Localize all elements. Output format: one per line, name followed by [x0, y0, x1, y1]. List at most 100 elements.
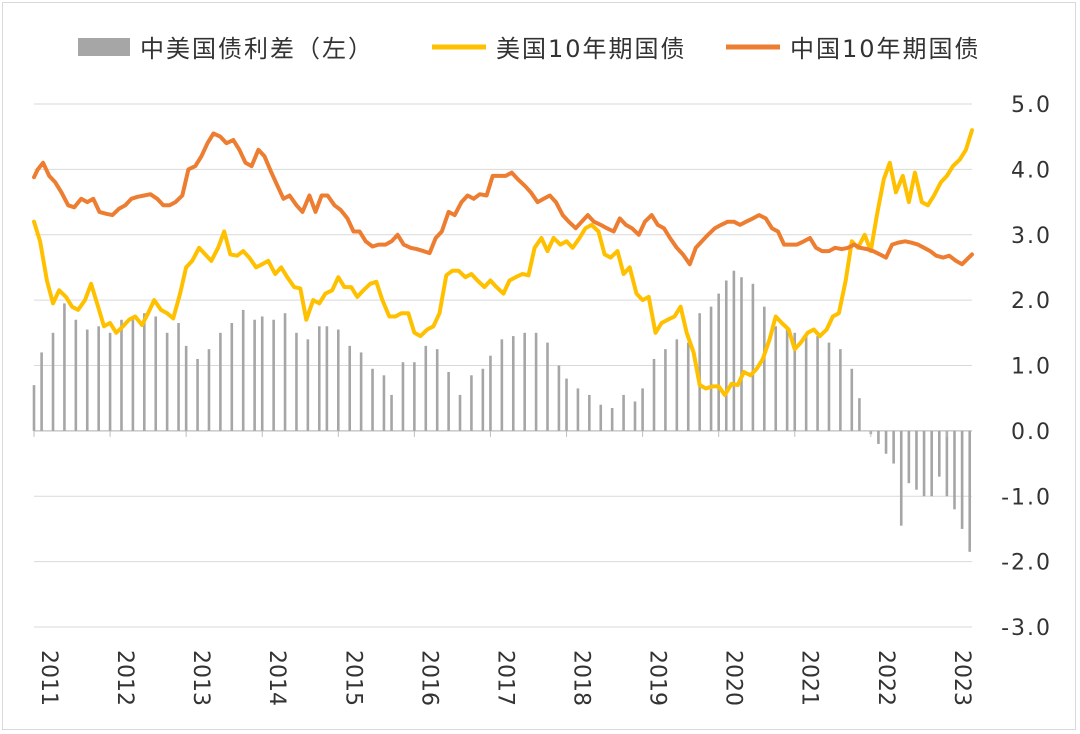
- us-10y-line: [32, 128, 974, 397]
- spread-bar: [85, 329, 89, 431]
- spread-bar: [641, 388, 644, 431]
- x-tick-label: 2016: [416, 650, 441, 706]
- x-axis-ticks: 2011 2012 2013 2014 2015 2016 2017 2018 2019 2020…: [33, 430, 974, 706]
- spread-bar: [131, 316, 135, 431]
- y-tick-label: -1.0: [1001, 485, 1052, 510]
- spread-bar: [664, 349, 667, 431]
- spread-bar: [272, 319, 275, 431]
- spread-bar: [523, 332, 526, 431]
- spread-bar: [458, 394, 462, 431]
- spread-bar: [907, 430, 911, 484]
- spread-bar: [120, 319, 123, 431]
- spread-bar: [922, 430, 926, 497]
- spread-bar: [390, 394, 393, 431]
- y-tick-label: 0.0: [1011, 420, 1052, 445]
- spread-bar: [317, 326, 321, 431]
- spread-bar: [283, 313, 287, 431]
- cn-10y-line: [32, 131, 974, 267]
- legend: 中美国债利差（左） 美国10年期国债 中国10年期国债: [78, 35, 981, 63]
- legend-label-us: 美国10年期国债: [496, 35, 687, 63]
- x-tick-label: 2014: [264, 650, 289, 706]
- spread-bar: [295, 332, 298, 431]
- spread-bar: [336, 329, 340, 431]
- x-tick-label: 2013: [188, 650, 213, 706]
- y-tick-label: 3.0: [1011, 224, 1052, 249]
- spread-bar: [500, 339, 504, 431]
- spread-bar: [652, 358, 656, 431]
- x-tick-label: 2015: [340, 650, 365, 706]
- spread-bar: [557, 365, 561, 431]
- spread-bar: [899, 430, 903, 526]
- spread-bar: [382, 375, 386, 431]
- spread-bar: [253, 319, 256, 431]
- y-tick-label: 4.0: [1011, 158, 1052, 183]
- x-tick-label: 2022: [873, 650, 898, 706]
- x-tick-label: 2023: [949, 650, 974, 706]
- spread-bar: [447, 372, 450, 431]
- legend-label-spread: 中美国债利差（左）: [140, 35, 374, 63]
- spread-bar: [413, 362, 416, 431]
- spread-bar: [165, 332, 169, 431]
- y-tick-label: 5.0: [1011, 93, 1052, 118]
- spread-bar: [793, 332, 797, 431]
- spread-bar: [877, 430, 880, 444]
- spread-bar: [884, 430, 888, 454]
- spread-bar: [207, 349, 211, 431]
- spread-bar: [839, 349, 842, 431]
- spread-bar: [709, 306, 713, 431]
- spread-bar: [610, 407, 614, 431]
- spread-bar: [260, 316, 264, 431]
- yield-lines: [32, 128, 974, 397]
- spread-bar: [827, 342, 831, 431]
- spread-bar: [599, 404, 603, 431]
- spread-bar: [785, 329, 789, 431]
- x-tick-label: 2019: [645, 650, 670, 706]
- spread-bar: [424, 345, 428, 431]
- x-tick-label: 2020: [721, 650, 746, 706]
- spread-bar: [858, 398, 861, 431]
- spread-bar: [219, 332, 222, 431]
- y-tick-label: 2.0: [1011, 289, 1052, 314]
- spread-bar: [717, 293, 720, 431]
- spread-bar: [774, 326, 778, 431]
- spread-bar: [633, 401, 637, 431]
- spread-bar: [489, 355, 492, 431]
- spread-bar: [435, 349, 439, 431]
- spread-bar: [930, 430, 933, 497]
- spread-bar: [732, 270, 736, 431]
- spread-bar: [675, 339, 679, 431]
- spread-bar: [481, 368, 485, 431]
- spread-bar: [915, 430, 918, 490]
- spread-bar: [306, 339, 310, 431]
- spread-bar: [751, 283, 755, 431]
- spread-bar: [588, 394, 591, 431]
- spread-bar: [108, 332, 112, 431]
- spread-bar: [937, 430, 941, 477]
- spread-bar: [816, 336, 819, 431]
- x-tick-label: 2021: [797, 650, 822, 706]
- spread-bars: [32, 270, 972, 552]
- spread-bar: [565, 378, 568, 431]
- spread-bar: [154, 316, 158, 431]
- y-tick-label: -3.0: [1001, 616, 1052, 641]
- spread-bar: [143, 313, 146, 431]
- spread-bar: [892, 430, 895, 464]
- x-tick-label: 2017: [492, 650, 517, 706]
- spread-bar: [196, 358, 199, 431]
- spread-bar: [325, 326, 329, 431]
- legend-swatch-spread: [78, 38, 130, 56]
- spread-bar: [763, 306, 766, 431]
- y-tick-label: 1.0: [1011, 355, 1052, 380]
- spread-bar: [348, 345, 352, 431]
- spread-bar: [32, 385, 36, 431]
- x-tick-label: 2018: [569, 650, 594, 706]
- spread-bar: [230, 323, 234, 431]
- y-axis-ticks: 5.0 4.0 3.0 2.0 1.0 0.0 -1.0 -2.0 -3.0: [1001, 93, 1052, 641]
- spread-bar: [401, 362, 405, 431]
- legend-label-cn: 中国10年期国债: [790, 35, 981, 63]
- spread-bar: [686, 342, 690, 431]
- spread-bar: [960, 430, 964, 529]
- spread-bar: [622, 394, 625, 431]
- spread-bar: [804, 336, 808, 431]
